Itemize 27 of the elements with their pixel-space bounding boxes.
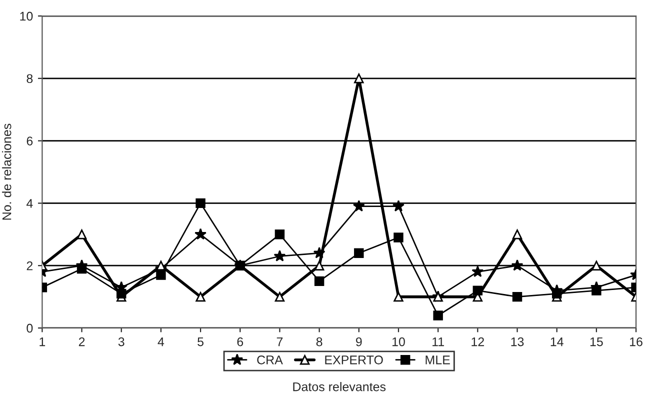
y-tick-label: 8	[26, 74, 33, 84]
y-tick-label: 6	[26, 136, 33, 146]
y-tick-label: 2	[26, 261, 33, 270]
y-axis-title: No. de relaciones	[2, 124, 12, 220]
x-tick-label: 16	[630, 337, 642, 346]
y-tick-label: 0	[26, 324, 33, 333]
x-tick-label: 5	[198, 337, 204, 346]
x-tick-label: 2	[78, 337, 85, 346]
x-tick-label: 7	[276, 337, 283, 346]
x-tick-label: 3	[118, 337, 124, 346]
x-tick-label: 15	[590, 337, 603, 346]
legend-label: MLE	[426, 356, 450, 364]
x-tick-label: 8	[316, 337, 322, 346]
y-tick-label: 4	[26, 199, 33, 208]
x-tick-label: 14	[550, 337, 564, 346]
x-tick-label: 9	[356, 337, 362, 346]
legend-label: CRA	[257, 355, 283, 364]
x-tick-label: 1	[40, 337, 46, 346]
x-axis-title: Datos relevantes	[293, 382, 386, 392]
x-tick-label: 11	[432, 337, 444, 346]
x-tick-label: 13	[511, 337, 524, 346]
y-tick-label: 10	[20, 12, 33, 21]
x-tick-label: 10	[392, 337, 405, 346]
x-tick-label: 4	[158, 337, 164, 346]
x-tick-label: 6	[237, 337, 244, 346]
legend-label: EXPERTO	[325, 355, 383, 364]
x-tick-label: 12	[472, 337, 484, 346]
